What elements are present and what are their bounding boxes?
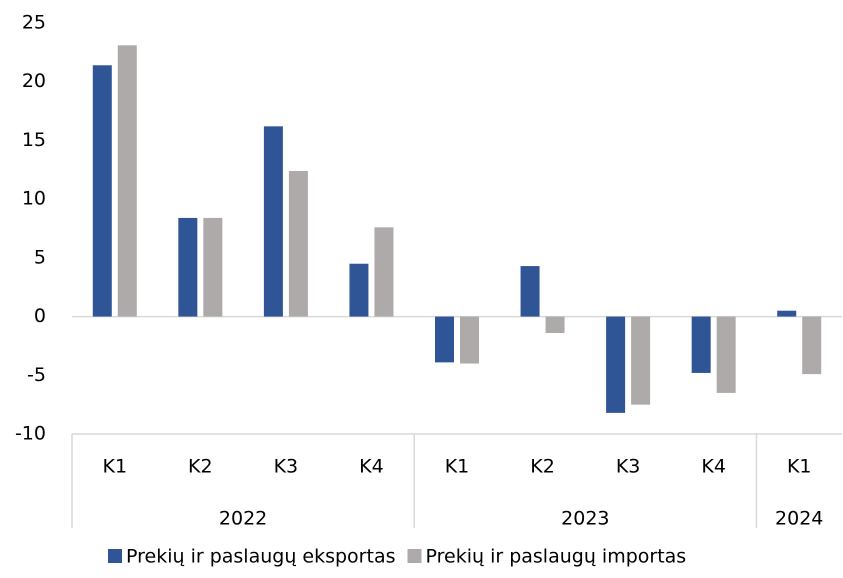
y-tick-label: 0 — [34, 305, 46, 327]
x-tick-label: K3 — [274, 456, 299, 478]
bar — [520, 266, 540, 317]
group-label: 2022 — [219, 508, 267, 530]
legend-swatch — [108, 549, 122, 563]
x-tick-label: K2 — [530, 456, 555, 478]
x-tick-label: K1 — [445, 456, 470, 478]
bar — [288, 170, 308, 317]
bar — [545, 316, 565, 334]
bar — [802, 316, 822, 375]
y-tick-label: 20 — [22, 70, 46, 92]
legend-label: Prekių ir paslaugų eksportas — [126, 546, 396, 568]
legend-label: Prekių ir paslaugų importas — [426, 546, 687, 568]
bar — [631, 316, 651, 405]
bar — [263, 126, 283, 317]
group-label: 2024 — [775, 508, 823, 530]
x-tick-label: K2 — [188, 456, 213, 478]
legend-swatch — [407, 549, 422, 563]
x-tick-label: K4 — [359, 456, 384, 478]
bar — [691, 316, 711, 373]
bar — [716, 316, 736, 393]
bar — [606, 316, 626, 413]
x-tick-label: K4 — [701, 456, 726, 478]
bar — [92, 65, 112, 317]
bar — [178, 217, 198, 317]
bar — [203, 217, 223, 317]
y-tick-label: 5 — [34, 246, 46, 268]
bar — [460, 316, 479, 364]
x-tick-label: K3 — [616, 456, 641, 478]
bar — [117, 45, 137, 317]
y-tick-label: 25 — [22, 12, 46, 34]
bar — [349, 263, 369, 317]
group-label: 2023 — [561, 508, 609, 530]
y-tick-label: 10 — [22, 188, 46, 210]
bar — [777, 310, 797, 317]
y-tick-label: 15 — [22, 129, 46, 151]
y-tick-label: -10 — [15, 423, 46, 445]
bar — [435, 316, 454, 363]
x-tick-label: K1 — [787, 456, 812, 478]
y-tick-label: -5 — [27, 364, 46, 386]
bar — [374, 227, 394, 317]
x-tick-label: K1 — [102, 456, 127, 478]
